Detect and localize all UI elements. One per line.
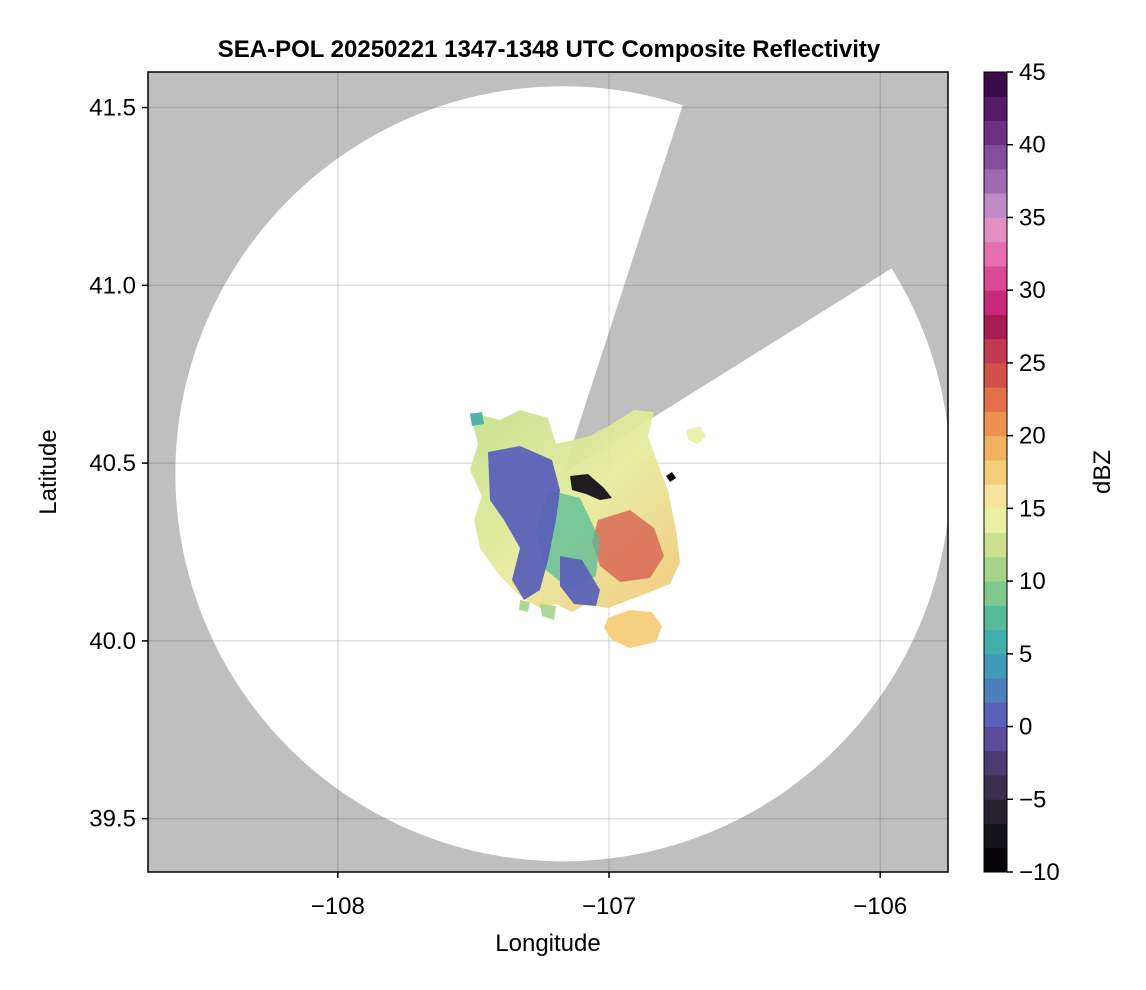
colorbar-tick-label: −10: [1019, 859, 1060, 886]
y-tick-label: 41.5: [89, 95, 136, 122]
colorbar-swatch: [984, 72, 1007, 97]
colorbar-swatch: [984, 314, 1007, 340]
colorbar-swatch: [984, 702, 1007, 728]
colorbar-swatch: [984, 581, 1007, 606]
echo-western-band: [488, 446, 560, 600]
echo-fragment-east: [686, 426, 706, 444]
echo-southern-streak: [560, 556, 600, 606]
colorbar-swatch: [984, 265, 1007, 291]
colorbar-swatch: [984, 629, 1007, 655]
y-tick-label: 40.0: [89, 628, 136, 655]
colorbar-swatch: [984, 241, 1007, 267]
colorbar-swatch: [984, 362, 1007, 388]
colorbar-swatch: [984, 823, 1007, 849]
plot-area: [148, 72, 948, 872]
colorbar-tick-label: 5: [1019, 641, 1032, 668]
echo-core-southeast: [592, 510, 664, 582]
colorbar-swatch: [984, 290, 1007, 315]
echo-fragment-southwest: [519, 600, 530, 612]
colorbar-swatch: [984, 750, 1007, 776]
colorbar: −10 −5 0 5 10 15 20 25 30 35 40 45: [983, 59, 1060, 886]
echo-south-cell: [604, 610, 662, 648]
colorbar-tick-label: −5: [1019, 786, 1046, 813]
colorbar-swatch: [984, 435, 1007, 461]
colorbar-swatch: [984, 653, 1007, 679]
y-tick-label: 40.5: [89, 450, 136, 477]
echo-clutter-near-radar: [570, 474, 612, 500]
colorbar-tick-label: 25: [1019, 350, 1046, 377]
colorbar-swatch: [984, 387, 1007, 412]
y-axis: 39.5 40.0 40.5 41.0 41.5: [89, 95, 148, 833]
reflectivity-echoes: [470, 410, 706, 648]
colorbar-swatch: [984, 411, 1007, 437]
echo-clutter-point: [666, 472, 676, 482]
colorbar-swatch: [984, 775, 1007, 800]
colorbar-swatch: [984, 678, 1007, 703]
colorbar-swatch: [984, 532, 1007, 558]
x-tick-label: −108: [311, 893, 365, 920]
colorbar-tick-label: 10: [1019, 568, 1046, 595]
colorbar-frame: [983, 71, 1008, 873]
colorbar-swatch: [984, 484, 1007, 509]
colorbar-swatch: [984, 508, 1007, 534]
colorbar-swatch: [984, 799, 1007, 825]
y-tick-label: 41.0: [89, 272, 136, 299]
colorbar-swatch: [984, 726, 1007, 752]
colorbar-swatch: [984, 217, 1007, 243]
colorbar-tick-label: 35: [1019, 204, 1046, 231]
colorbar-swatch: [984, 168, 1007, 194]
colorbar-swatch: [984, 459, 1007, 485]
colorbar-swatch: [984, 847, 1007, 873]
echo-fragment-south: [540, 604, 556, 620]
x-tick-label: −107: [582, 893, 636, 920]
x-axis: −108 −107 −106: [311, 872, 907, 920]
colorbar-tick-label: 40: [1019, 132, 1046, 159]
colorbar-tick-label: 15: [1019, 495, 1046, 522]
echo-fragment-northwest: [470, 412, 484, 426]
y-tick-label: 39.5: [89, 806, 136, 833]
y-axis-label: Latitude: [35, 429, 62, 514]
colorbar-tick-label: 30: [1019, 277, 1046, 304]
colorbar-swatch: [984, 605, 1007, 631]
colorbar-swatch: [984, 144, 1007, 170]
x-tick-label: −106: [853, 893, 907, 920]
colorbar-tick-label: 20: [1019, 423, 1046, 450]
colorbar-tick-label: 45: [1019, 59, 1046, 86]
colorbar-swatch: [984, 338, 1007, 364]
chart-title: SEA-POL 20250221 1347-1348 UTC Composite…: [218, 36, 881, 63]
colorbar-tick-label: 0: [1019, 714, 1032, 741]
colorbar-swatch: [984, 96, 1007, 121]
colorbar-swatch: [984, 193, 1007, 218]
plot-frame: [147, 71, 949, 873]
x-axis-label: Longitude: [495, 930, 600, 957]
colorbar-label: dBZ: [1089, 450, 1116, 494]
colorbar-swatch: [984, 556, 1007, 582]
colorbar-swatch: [984, 120, 1007, 146]
